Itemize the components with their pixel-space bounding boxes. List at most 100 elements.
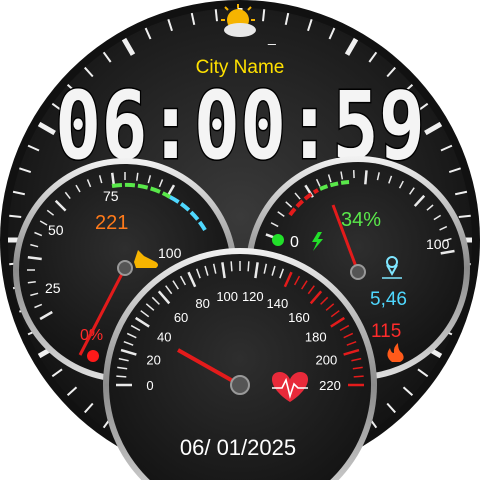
bezel-tick bbox=[440, 144, 453, 152]
left-gauge-tick bbox=[75, 184, 81, 193]
bezel-tick bbox=[417, 102, 429, 112]
heart-rate-icon bbox=[271, 372, 309, 402]
speed-tick bbox=[351, 357, 362, 362]
speed-tick bbox=[221, 262, 226, 279]
speed-tick bbox=[135, 316, 150, 328]
left-tick-25: 25 bbox=[45, 280, 61, 296]
red-dot-icon bbox=[87, 350, 99, 362]
speed-tick bbox=[179, 275, 187, 286]
speed-tick bbox=[309, 290, 323, 305]
speed-tick bbox=[254, 262, 259, 279]
left-gauge-tick bbox=[147, 175, 152, 184]
left-gauge-tick bbox=[86, 179, 92, 188]
right-gauge-tick bbox=[285, 201, 293, 208]
right-gauge-tick bbox=[340, 171, 344, 180]
bezel-tick bbox=[214, 9, 218, 22]
right-gauge-tick bbox=[376, 172, 380, 181]
left-needle bbox=[78, 267, 127, 356]
speed-label-120: 120 bbox=[242, 289, 264, 304]
green-dot-icon bbox=[272, 234, 284, 246]
bezel-tick bbox=[144, 27, 152, 40]
left-gauge-tick bbox=[27, 281, 36, 284]
left-gauge-tick bbox=[54, 199, 67, 212]
left-gauge-tick bbox=[30, 292, 39, 297]
bezel-tick bbox=[27, 144, 40, 152]
speed-label-200: 200 bbox=[316, 353, 338, 368]
left-gauge-tick bbox=[34, 303, 43, 309]
date-display: 06/ 01/2025 bbox=[180, 435, 296, 460]
left-gauge-tick bbox=[34, 231, 43, 237]
speed-tick bbox=[157, 290, 171, 305]
bezel-tick bbox=[121, 37, 136, 56]
speed-tick bbox=[230, 261, 233, 272]
right-gauge-tick bbox=[426, 204, 434, 211]
location-pin-icon bbox=[382, 256, 402, 279]
bezel-tick bbox=[417, 368, 429, 378]
left-gauge-tick bbox=[64, 191, 71, 200]
speed-label-180: 180 bbox=[305, 329, 327, 344]
left-tick-100: 100 bbox=[158, 245, 182, 261]
left-gauge-tick bbox=[46, 209, 55, 216]
speed-tick bbox=[151, 296, 160, 305]
speed-tick bbox=[343, 332, 354, 339]
speed-tick bbox=[140, 310, 150, 318]
speed-tick bbox=[165, 285, 173, 295]
city-name: City Name bbox=[196, 57, 285, 78]
left-gauge-tick bbox=[158, 179, 164, 188]
speed-tick bbox=[130, 324, 141, 332]
bezel-tick bbox=[190, 12, 196, 26]
left-tick-50: 50 bbox=[48, 222, 64, 238]
speed-label-100: 100 bbox=[216, 289, 238, 304]
speed-tick bbox=[307, 285, 315, 295]
steps-value: 221 bbox=[95, 212, 128, 234]
right-needle-pivot bbox=[350, 264, 366, 280]
speed-tick bbox=[283, 271, 293, 288]
speed-tick bbox=[118, 357, 129, 362]
speed-tick bbox=[271, 265, 276, 276]
bezel-tick bbox=[167, 19, 173, 32]
speed-tick bbox=[187, 271, 197, 288]
weather-icon bbox=[221, 4, 256, 37]
speed-tick bbox=[339, 324, 350, 332]
bezel-tick bbox=[424, 121, 443, 136]
bezel-tick bbox=[448, 167, 461, 173]
bezel-tick bbox=[402, 84, 414, 94]
bezel-tick bbox=[84, 66, 94, 78]
speed-tick bbox=[325, 303, 335, 311]
speed-label-220: 220 bbox=[319, 378, 341, 393]
right-gauge-tick bbox=[364, 170, 368, 185]
bezel-tick bbox=[328, 27, 336, 40]
speed-tick bbox=[195, 268, 201, 279]
right-gauge-tick bbox=[409, 187, 415, 195]
speed-tick bbox=[116, 375, 127, 378]
bezel-tick bbox=[402, 386, 414, 396]
speed-tick bbox=[330, 310, 340, 318]
bezel-tick bbox=[51, 102, 63, 112]
right-tick-100: 100 bbox=[426, 236, 450, 252]
bezel-tick bbox=[84, 402, 94, 414]
speed-tick bbox=[353, 375, 364, 378]
left-needle-pivot bbox=[117, 260, 133, 276]
bezel-tick bbox=[386, 402, 396, 414]
temperature-placeholder: _ bbox=[267, 29, 276, 45]
bezel-tick bbox=[12, 190, 26, 196]
speed-tick bbox=[145, 303, 155, 311]
speed-tick bbox=[293, 275, 301, 286]
shoe-icon bbox=[134, 250, 158, 268]
right-gauge-tick bbox=[270, 222, 279, 228]
speed-tick bbox=[320, 296, 329, 305]
right-gauge-tick bbox=[388, 175, 393, 184]
right-gauge-tick bbox=[439, 225, 448, 231]
bezel-tick bbox=[307, 19, 313, 32]
right-gauge-tick bbox=[433, 214, 442, 221]
speed-label-20: 20 bbox=[146, 353, 160, 368]
left-tick-75: 75 bbox=[103, 188, 119, 204]
right-gauge-tick bbox=[315, 178, 321, 187]
bezel-tick bbox=[66, 386, 78, 396]
bezel-tick bbox=[368, 51, 378, 63]
right-gauge-tick bbox=[277, 211, 285, 217]
speed-label-160: 160 bbox=[288, 310, 310, 325]
speed-tick bbox=[352, 366, 363, 370]
left-gauge-tick bbox=[27, 255, 42, 261]
